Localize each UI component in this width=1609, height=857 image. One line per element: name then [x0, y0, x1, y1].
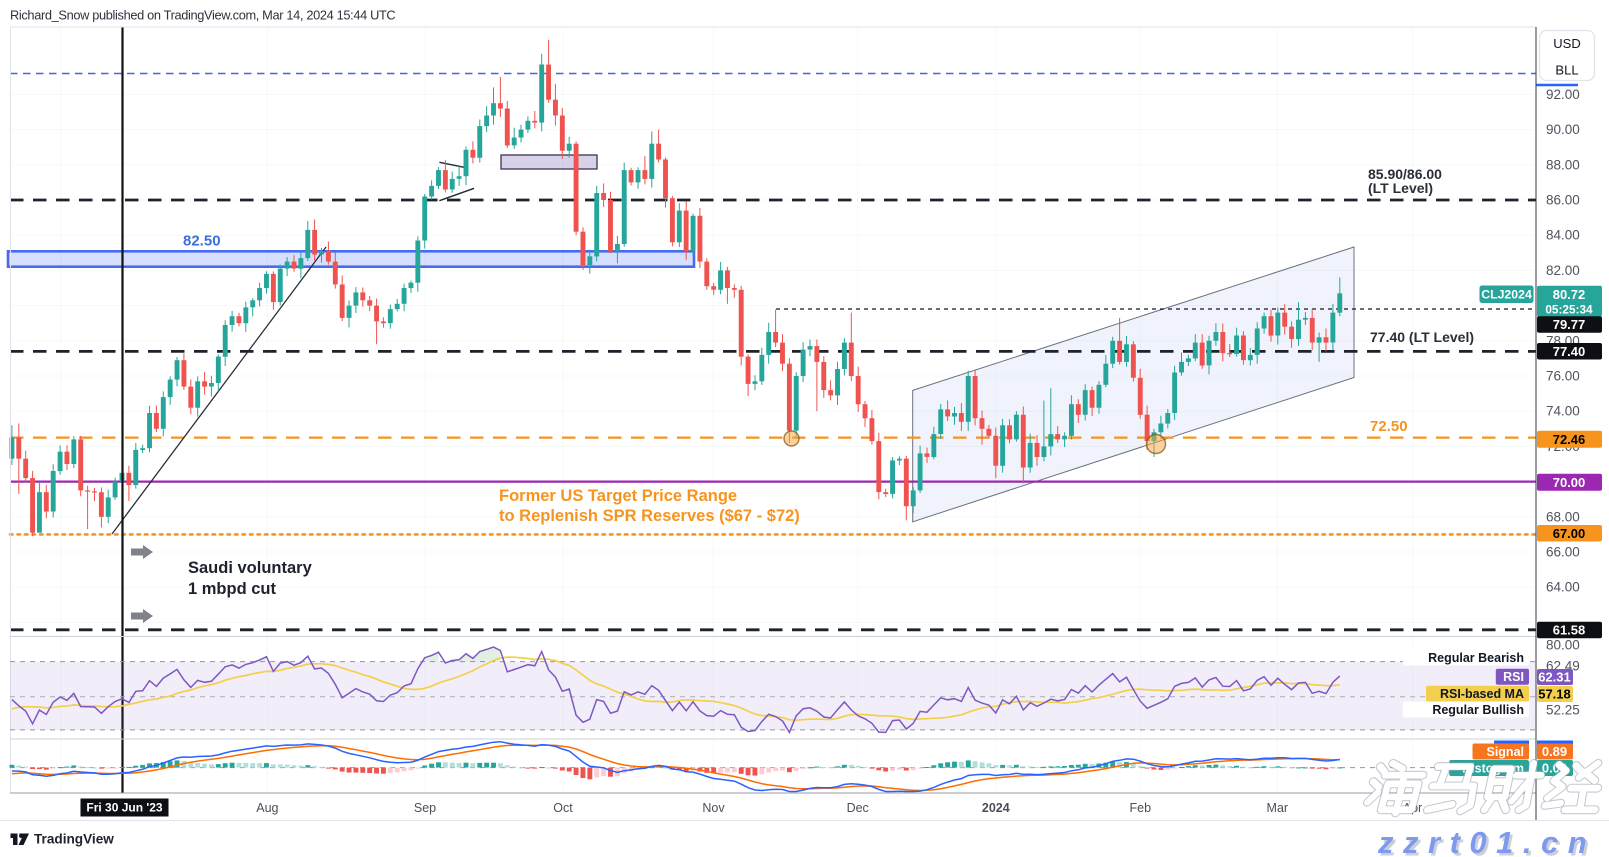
svg-text:Mar: Mar: [1267, 801, 1289, 815]
svg-text:85.90/86.00: 85.90/86.00: [1368, 166, 1442, 182]
svg-text:Former US Target Price Range: Former US Target Price Range: [499, 487, 737, 505]
svg-text:79.77: 79.77: [1553, 317, 1586, 332]
svg-text:USD: USD: [1553, 36, 1580, 51]
svg-text:52.25: 52.25: [1546, 703, 1580, 718]
svg-text:72.46: 72.46: [1553, 432, 1586, 447]
svg-text:74.00: 74.00: [1546, 404, 1580, 419]
svg-text:88.00: 88.00: [1546, 157, 1580, 172]
svg-text:CLJ2024: CLJ2024: [1481, 287, 1532, 301]
svg-text:0.89: 0.89: [1542, 744, 1567, 759]
svg-text:Saudi voluntary: Saudi voluntary: [188, 559, 313, 577]
svg-text:68.00: 68.00: [1546, 509, 1580, 524]
svg-text:Regular Bearish: Regular Bearish: [1428, 651, 1524, 665]
svg-text:77.40 (LT Level): 77.40 (LT Level): [1370, 329, 1474, 345]
svg-text:90.00: 90.00: [1546, 122, 1580, 137]
svg-text:64.00: 64.00: [1546, 580, 1580, 595]
svg-text:Regular Bullish: Regular Bullish: [1432, 703, 1524, 717]
svg-text:Nov: Nov: [702, 801, 725, 815]
svg-text:82.00: 82.00: [1546, 263, 1580, 278]
svg-text:72.50: 72.50: [1370, 418, 1408, 435]
svg-text:86.00: 86.00: [1546, 193, 1580, 208]
svg-text:Aug: Aug: [256, 801, 278, 815]
svg-text:Richard_Snow published on Trad: Richard_Snow published on TradingView.co…: [10, 8, 395, 23]
svg-text:Oct: Oct: [553, 801, 573, 815]
svg-text:2024: 2024: [982, 801, 1010, 815]
svg-text:05:25:34: 05:25:34: [1545, 303, 1593, 317]
svg-text:Feb: Feb: [1130, 801, 1152, 815]
svg-text:zzrt01.cn: zzrt01.cn: [1380, 828, 1599, 857]
svg-text:70.00: 70.00: [1553, 475, 1586, 490]
svg-text:80.00: 80.00: [1546, 638, 1580, 653]
svg-text:67.00: 67.00: [1553, 526, 1586, 541]
svg-text:TradingView: TradingView: [34, 832, 114, 847]
svg-text:1 mbpd cut: 1 mbpd cut: [188, 580, 277, 598]
svg-text:to Replenish SPR Reserves ($67: to Replenish SPR Reserves ($67 - $72): [499, 507, 800, 525]
svg-text:62.31: 62.31: [1538, 670, 1571, 685]
svg-text:57.18: 57.18: [1538, 687, 1571, 702]
svg-text:BLL: BLL: [1555, 63, 1578, 78]
svg-text:Dec: Dec: [847, 801, 869, 815]
svg-text:80.72: 80.72: [1553, 287, 1586, 302]
svg-text:(LT Level): (LT Level): [1368, 180, 1433, 196]
svg-text:zzrt01.cn: zzrt01.cn: [1377, 825, 1596, 857]
svg-text:76.00: 76.00: [1546, 369, 1580, 384]
svg-text:84.00: 84.00: [1546, 228, 1580, 243]
svg-text:66.00: 66.00: [1546, 545, 1580, 560]
svg-text:77.40: 77.40: [1553, 344, 1586, 359]
svg-text:RSI: RSI: [1503, 670, 1524, 684]
svg-text:82.50: 82.50: [183, 233, 221, 250]
svg-text:Fri 30 Jun '23: Fri 30 Jun '23: [86, 801, 163, 815]
svg-text:Sep: Sep: [414, 801, 436, 815]
svg-text:92.00: 92.00: [1546, 87, 1580, 102]
svg-text:61.58: 61.58: [1553, 623, 1586, 638]
svg-text:RSI-based MA: RSI-based MA: [1440, 687, 1524, 701]
svg-text:Signal: Signal: [1486, 745, 1524, 759]
